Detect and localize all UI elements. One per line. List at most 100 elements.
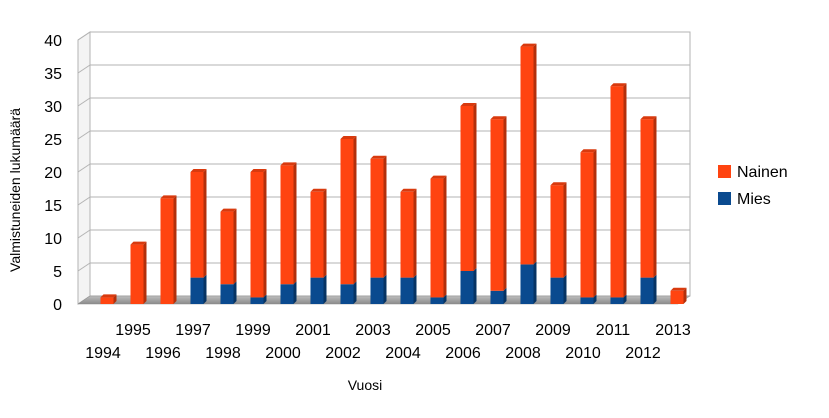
legend-label-mies: Mies — [737, 191, 771, 208]
bars — [100, 43, 687, 304]
bar-nainen-2000 — [280, 165, 294, 285]
bar-top — [220, 208, 237, 212]
x-tick-label: 1994 — [85, 345, 121, 362]
bar-side — [233, 208, 237, 285]
bar-mies-2008 — [520, 264, 534, 304]
bar-mies-2010 — [580, 297, 594, 304]
gridline-depth — [77, 196, 91, 206]
bar-side — [233, 281, 237, 304]
legend: Nainen Mies — [718, 164, 788, 208]
bar-side — [293, 281, 297, 304]
bar-top — [490, 116, 507, 120]
bar-side — [593, 149, 597, 298]
bar-top — [550, 182, 567, 186]
x-tick-label: 2010 — [565, 345, 601, 362]
legend-swatch-mies — [718, 192, 731, 205]
bar-side — [653, 116, 657, 278]
y-axis-label: Valmistuneiden lukumäärä — [7, 108, 23, 272]
x-tick-label: 2009 — [535, 322, 571, 339]
bar-side — [293, 162, 297, 285]
bar-side — [443, 175, 447, 298]
y-tick-label: 35 — [44, 66, 62, 83]
y-tick-label: 15 — [44, 198, 62, 215]
gridline-depth — [77, 64, 91, 74]
bar-nainen-2007 — [490, 119, 504, 291]
bar-top — [340, 136, 357, 139]
x-tick-label: 2011 — [596, 322, 631, 339]
x-tick-label: 1997 — [175, 322, 211, 339]
bar-top — [610, 83, 627, 87]
bar-top — [430, 175, 447, 179]
bar-side — [563, 274, 567, 304]
bar-side — [353, 281, 357, 304]
bar-top — [250, 169, 267, 172]
bar-top — [280, 162, 297, 166]
bar-mies-1997 — [190, 277, 204, 304]
gridline-depth — [77, 31, 91, 41]
bar-top — [310, 188, 327, 192]
gridline-depth — [77, 229, 91, 239]
bar-nainen-2012 — [640, 119, 654, 278]
bar-mies-2009 — [550, 277, 564, 304]
bar-nainen-1999 — [250, 172, 264, 298]
x-tick-label: 2012 — [625, 345, 661, 362]
bar-top — [130, 241, 147, 245]
bar-mies-2003 — [370, 277, 384, 304]
x-tick-label: 2007 — [475, 322, 511, 339]
bar-side — [503, 116, 507, 291]
bar-nainen-2006 — [460, 106, 474, 271]
bar-side — [683, 287, 687, 304]
bar-side — [173, 195, 177, 304]
bar-mies-2004 — [400, 277, 414, 304]
bar-nainen-1996 — [160, 198, 174, 304]
legend-label-nainen: Nainen — [737, 164, 788, 181]
bar-mies-2002 — [340, 284, 354, 304]
bar-side — [263, 169, 267, 298]
bar-nainen-1998 — [220, 211, 234, 285]
x-tick-label: 2003 — [355, 322, 391, 339]
bar-side — [413, 188, 417, 278]
bar-mies-2007 — [490, 290, 504, 304]
bar-side — [653, 274, 657, 304]
bar-side — [263, 294, 267, 304]
legend-swatch-nainen — [718, 165, 731, 178]
bar-side — [503, 287, 507, 304]
y-tick-label: 30 — [44, 99, 62, 116]
x-tick-label: 2013 — [655, 322, 691, 339]
bar-nainen-2004 — [400, 191, 414, 278]
bar-side — [533, 43, 537, 265]
bar-mies-2000 — [280, 284, 294, 304]
bar-top — [370, 155, 387, 159]
y-tick-label: 25 — [44, 132, 62, 149]
x-tick-label: 2002 — [325, 345, 361, 362]
bar-nainen-2010 — [580, 152, 594, 298]
bar-top — [100, 294, 117, 298]
bar-nainen-2009 — [550, 185, 564, 278]
bar-mies-1998 — [220, 284, 234, 304]
bar-nainen-2008 — [520, 46, 534, 265]
bar-side — [383, 274, 387, 304]
bar-side — [413, 274, 417, 304]
bar-side — [443, 294, 447, 304]
x-tick-label: 1995 — [115, 322, 151, 339]
bar-side — [473, 268, 477, 304]
bar-nainen-2011 — [610, 86, 624, 298]
bar-top — [670, 287, 687, 291]
bar-side — [533, 261, 537, 304]
bar-nainen-2013 — [670, 290, 684, 304]
bar-side — [203, 169, 207, 278]
bar-nainen-2003 — [370, 158, 384, 278]
y-tick-label: 40 — [44, 33, 62, 50]
bar-side — [473, 103, 477, 271]
y-tick-label: 20 — [44, 165, 62, 182]
x-tick-label: 1998 — [205, 345, 241, 362]
bar-nainen-2005 — [430, 178, 444, 298]
x-tick-label: 1996 — [145, 345, 181, 362]
bar-nainen-1994 — [100, 297, 114, 304]
bar-side — [563, 182, 567, 278]
bar-top — [640, 116, 657, 120]
gridline-depth — [77, 97, 91, 107]
bar-mies-1999 — [250, 297, 264, 304]
x-tick-label: 2001 — [295, 322, 331, 339]
